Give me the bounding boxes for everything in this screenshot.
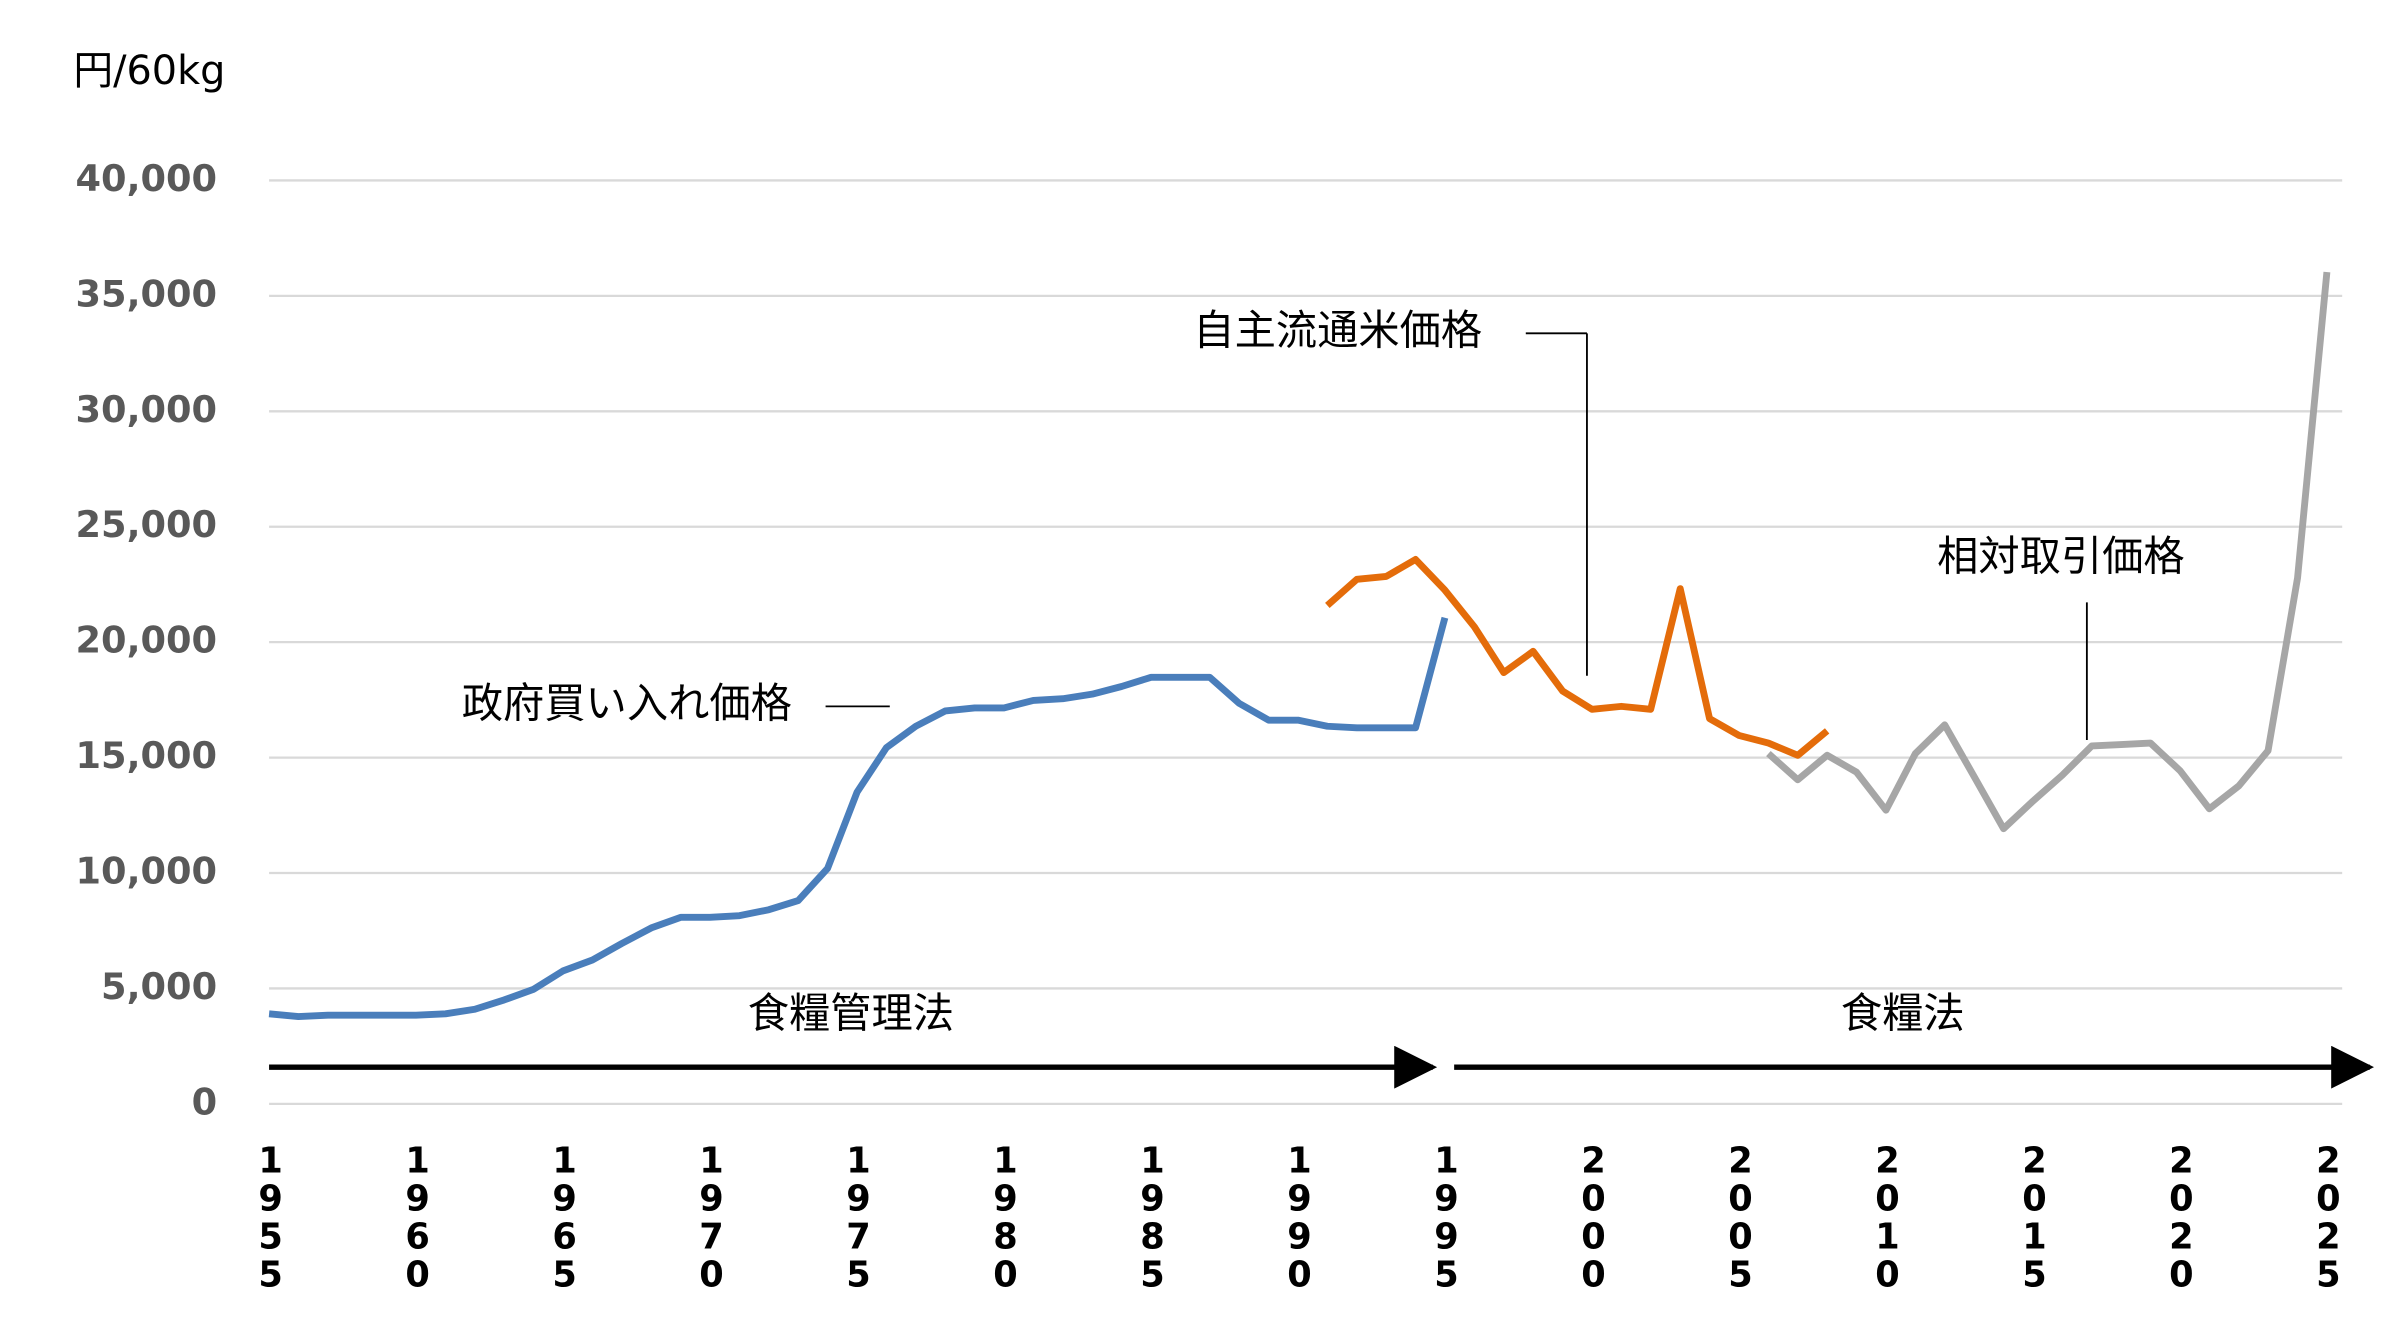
- y-tick-label: 5,000: [101, 965, 217, 1008]
- x-tick-label: 2000: [1573, 1141, 1614, 1293]
- series-label: 自主流通米価格: [1193, 306, 1482, 354]
- y-tick-label: 0: [192, 1080, 218, 1123]
- y-tick-label: 25,000: [76, 503, 218, 546]
- x-tick-label: 1980: [985, 1141, 1026, 1293]
- series-line: [1766, 271, 2331, 833]
- y-tick-label: 30,000: [76, 388, 218, 431]
- y-tick-label: 15,000: [76, 734, 218, 777]
- series-line: [1325, 556, 1830, 759]
- period-label: 食糧管理法: [748, 990, 954, 1038]
- x-tick-label: 1975: [838, 1141, 879, 1293]
- x-tick-label: 2015: [2014, 1141, 2055, 1293]
- x-tick-label: 1955: [250, 1141, 291, 1293]
- y-tick-label: 20,000: [76, 619, 218, 662]
- x-tick-label: 2025: [2308, 1141, 2349, 1293]
- period-label: 食糧法: [1841, 990, 1965, 1038]
- series-label: 政府買い入れ価格: [462, 679, 792, 727]
- x-tick-label: 1995: [1426, 1141, 1467, 1293]
- x-tick-label: 1960: [397, 1141, 438, 1293]
- y-tick-label: 40,000: [76, 157, 218, 200]
- series-label: 相対取引価格: [1937, 533, 2185, 581]
- x-tick-label: 1970: [691, 1141, 732, 1293]
- x-tick-label: 1965: [544, 1141, 585, 1293]
- x-tick-label: 1990: [1279, 1141, 1320, 1293]
- x-tick-label: 2020: [2161, 1141, 2202, 1293]
- x-tick-label: 1985: [1132, 1141, 1173, 1293]
- series-line: [268, 616, 1449, 1021]
- x-tick-label: 2010: [1867, 1141, 1908, 1293]
- y-tick-label: 10,000: [76, 850, 218, 893]
- x-tick-label: 2005: [1720, 1141, 1761, 1293]
- y-axis-label: 円/60kg: [73, 48, 225, 94]
- y-tick-label: 35,000: [76, 272, 218, 315]
